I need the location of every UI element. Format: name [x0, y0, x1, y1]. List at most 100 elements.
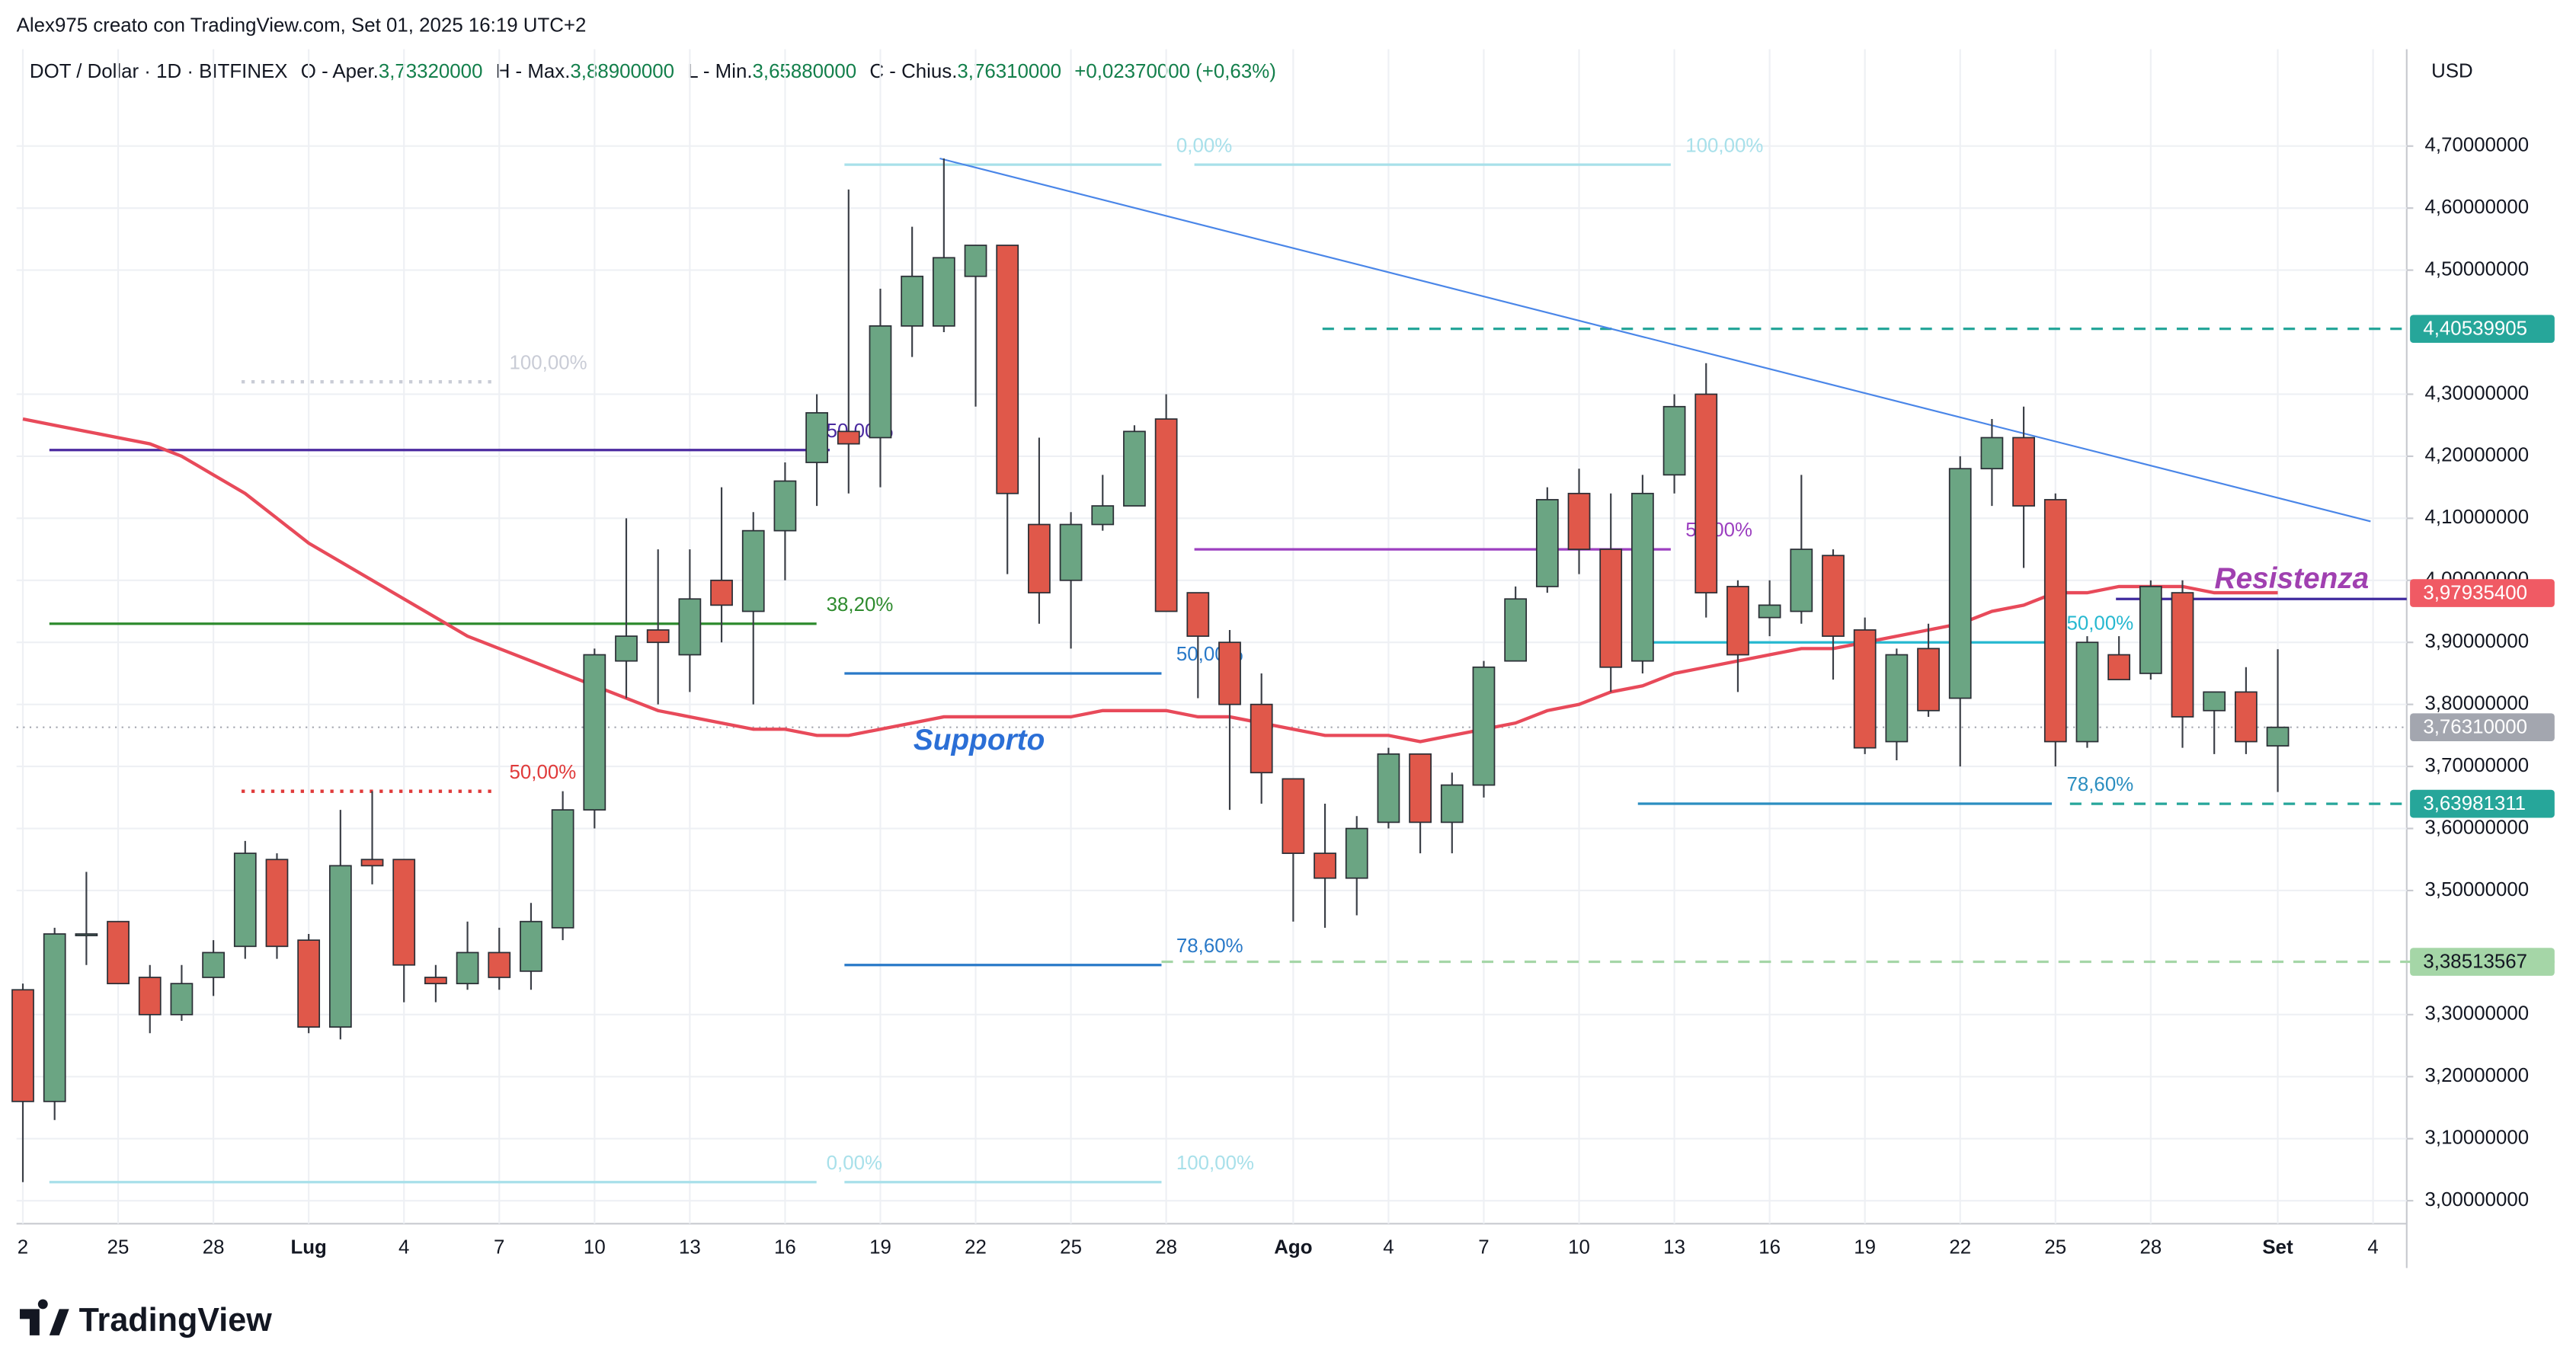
candle-body — [2012, 437, 2035, 507]
candle-body — [11, 989, 34, 1102]
price-tag — [2410, 789, 2555, 818]
candle-body — [932, 257, 955, 327]
candle-body — [773, 480, 797, 532]
candle-body — [869, 325, 892, 439]
y-tick-label: 4,10000000 — [2425, 507, 2530, 528]
annotation: Resistenza — [2215, 562, 2370, 595]
candle-body — [1154, 418, 1178, 612]
fib-label: 50,00% — [2066, 612, 2133, 634]
x-tick-label: 10 — [1568, 1236, 1590, 1258]
logo-icon — [19, 1299, 69, 1335]
candle-body — [360, 859, 384, 867]
x-tick-label: 25 — [107, 1236, 130, 1258]
c-value: 3,76310000 — [957, 61, 1061, 82]
candle-body — [1948, 468, 1972, 699]
candle-body — [551, 809, 574, 929]
price-tag-label: 3,76310000 — [2423, 717, 2527, 738]
x-tick-label: 25 — [2044, 1236, 2066, 1258]
price-tag-label: 3,97935400 — [2423, 583, 2527, 604]
fib-label: 100,00% — [510, 352, 587, 373]
candle-body — [1726, 586, 1749, 656]
candle-body — [1409, 753, 1432, 824]
x-tick-label: Lug — [290, 1236, 326, 1258]
change: +0,02370000 (+0,63%) — [1074, 61, 1276, 82]
candle-body — [107, 920, 130, 985]
o-label: O - Aper. — [301, 61, 379, 82]
candle-body — [1662, 405, 1686, 476]
y-tick-label: 4,30000000 — [2425, 382, 2530, 404]
candle-body — [75, 933, 98, 937]
candle-body — [615, 635, 638, 662]
candle-body — [678, 598, 702, 656]
candle-body — [583, 654, 606, 811]
l-label: L - Min. — [687, 61, 752, 82]
candle-body — [1377, 753, 1400, 824]
l-value: 3,65880000 — [753, 61, 857, 82]
candle-body — [456, 951, 479, 985]
x-tick-label: Ago — [1274, 1236, 1312, 1258]
candle-body — [2107, 654, 2131, 680]
candle-body — [1091, 505, 1115, 526]
candle-body — [1885, 654, 1909, 743]
fib-label: 100,00% — [1176, 1153, 1254, 1174]
y-tick-label: 4,50000000 — [2425, 258, 2530, 280]
logo: TradingView — [19, 1299, 272, 1338]
y-tick-label: 3,30000000 — [2425, 1003, 2530, 1025]
x-tick-label: 25 — [1060, 1236, 1082, 1258]
candle-body — [1059, 523, 1083, 581]
candle-body — [1980, 437, 2004, 470]
candle-body — [43, 933, 66, 1102]
candle-body — [1123, 430, 1146, 507]
x-tick-label: 13 — [679, 1236, 701, 1258]
x-tick-label: 19 — [1854, 1236, 1876, 1258]
x-tick-label: 4 — [398, 1236, 409, 1258]
candle-body — [2203, 691, 2226, 712]
x-tick-label: 22 — [1949, 1236, 1971, 1258]
fib-label: 0,00% — [827, 1153, 882, 1174]
legend: DOT / Dollar · 1D · BITFINEX O - Aper. 3,7… — [30, 61, 1276, 82]
candle-body — [710, 579, 733, 606]
candle-body — [233, 852, 257, 948]
y-tick-label: 3,90000000 — [2425, 631, 2530, 652]
y-tick-label: 3,50000000 — [2425, 879, 2530, 900]
fib-label: 0,00% — [1176, 135, 1232, 156]
candle-body — [996, 245, 1019, 494]
candle-body — [2235, 691, 2258, 743]
x-tick-label: 13 — [1663, 1236, 1685, 1258]
candle-body — [1917, 648, 1940, 712]
candle-body — [1599, 548, 1623, 668]
fib-label: 50,00% — [510, 762, 577, 783]
trendline — [939, 157, 2371, 523]
x-tick-label: 28 — [203, 1236, 225, 1258]
candle-body — [392, 859, 416, 966]
x-tick-label: 7 — [494, 1236, 504, 1258]
symbol: DOT / Dollar · 1D · BITFINEX — [30, 61, 288, 82]
moving-average — [22, 417, 2278, 744]
x-tick-label: 4 — [2367, 1236, 2378, 1258]
y-tick-label: 3,10000000 — [2425, 1127, 2530, 1149]
candle-body — [488, 951, 511, 978]
y-tick-label: 3,70000000 — [2425, 755, 2530, 776]
x-tick-label: 7 — [1478, 1236, 1489, 1258]
candle-body — [901, 275, 924, 327]
price-tag — [2410, 315, 2555, 343]
candle-body — [202, 951, 225, 978]
y-tick-label: 4,20000000 — [2425, 445, 2530, 466]
y-tick-label: 3,00000000 — [2425, 1189, 2530, 1210]
candle-body — [520, 920, 542, 972]
y-tick-label: 4,60000000 — [2425, 197, 2530, 218]
candle-body — [1790, 548, 1813, 612]
candle-body — [2139, 586, 2162, 674]
candle-body — [2043, 499, 2067, 743]
candle-body — [1758, 604, 1781, 619]
currency: USD — [2431, 61, 2473, 82]
candle-body — [1694, 393, 1718, 593]
candle-body — [1853, 629, 1877, 749]
price-tag-label: 3,38513567 — [2423, 951, 2527, 972]
candle-body — [1314, 852, 1336, 879]
price-tag — [2410, 713, 2555, 742]
x-tick-label: Set — [2262, 1236, 2293, 1258]
candle-body — [2075, 641, 2099, 743]
x-tick-label: 10 — [584, 1236, 606, 1258]
candle-body — [805, 412, 828, 463]
